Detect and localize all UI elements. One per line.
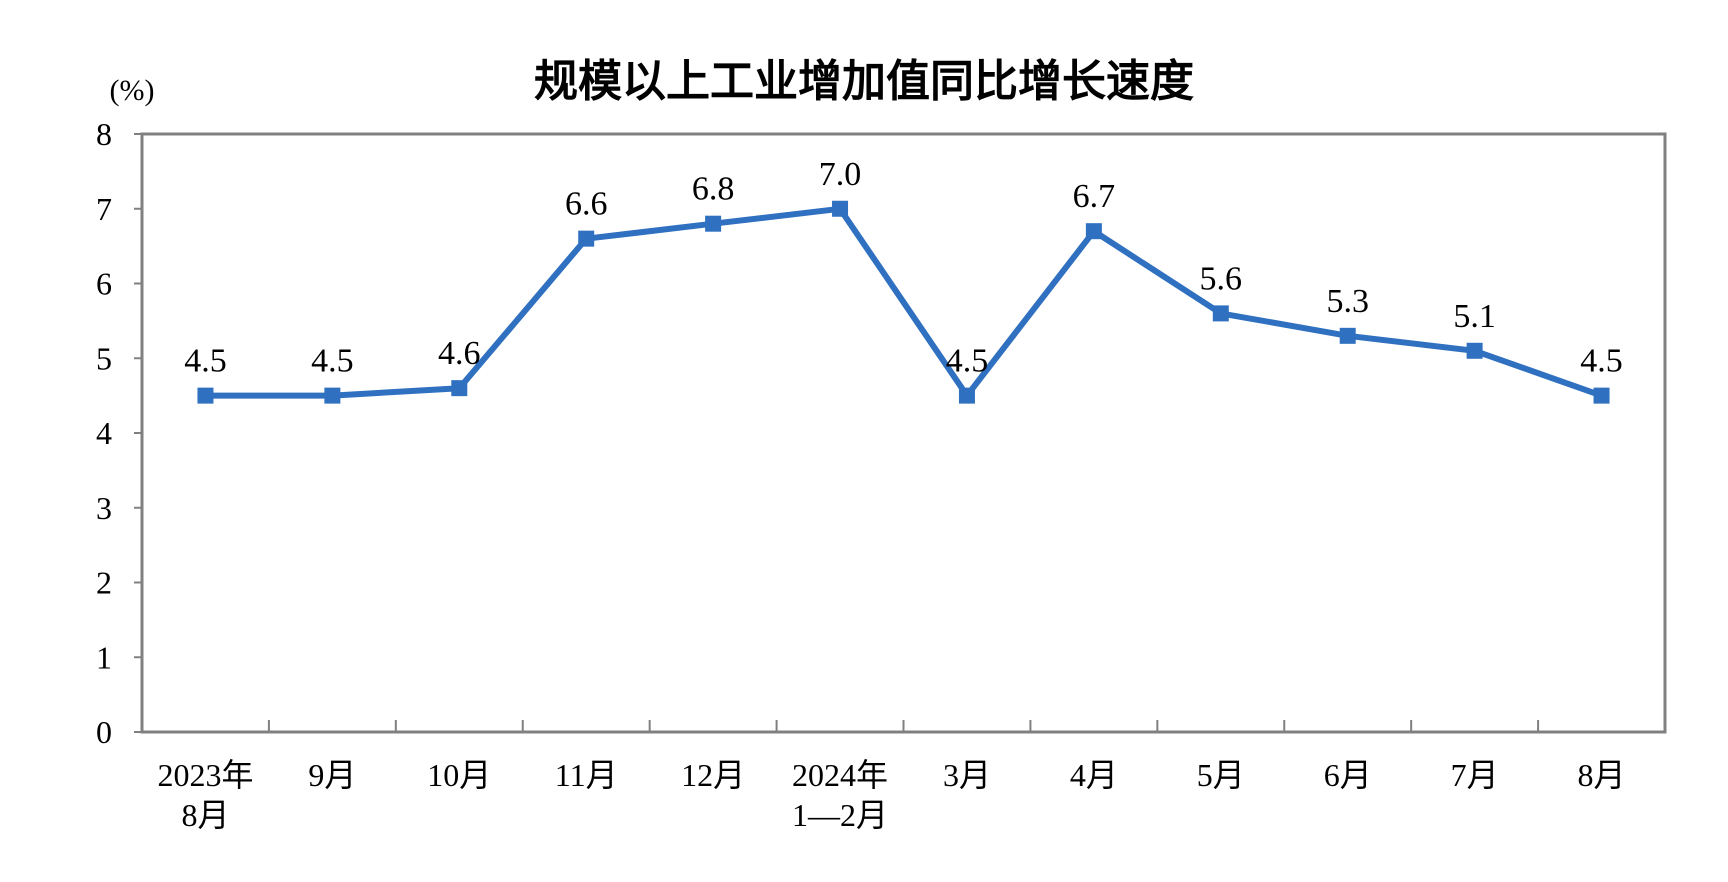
data-point: [1466, 342, 1483, 359]
data-labels: 4.5 4.5 4.6 6.6 6.8 7.0 4.5 6.7 5.6 5.3 5.1 4.5: [184, 156, 1623, 380]
data-point: [1339, 327, 1356, 344]
x-tick-label-line: 2023年: [157, 757, 253, 793]
x-tick-label-line: 7月: [1451, 757, 1499, 793]
data-label: 5.3: [1326, 283, 1369, 320]
x-tick-label: 2024年 1—2月: [792, 757, 888, 833]
x-tick-label-line: 5月: [1197, 757, 1245, 793]
data-label: 5.1: [1453, 298, 1496, 335]
data-label: 6.7: [1073, 178, 1116, 215]
x-tick-label-line: 4月: [1070, 757, 1118, 793]
y-axis-unit-label: (%): [110, 74, 155, 107]
x-tick-label: 9月: [308, 757, 356, 793]
data-label: 4.6: [438, 335, 481, 372]
y-tick-label: 7: [96, 191, 112, 227]
x-tick-label: 8月: [1578, 757, 1626, 793]
data-point: [1593, 387, 1610, 404]
data-label: 4.5: [1580, 343, 1623, 380]
plot-area-frame: [140, 132, 1667, 734]
x-tick-label-line: 10月: [427, 757, 491, 793]
y-tick-label: 4: [96, 415, 112, 451]
data-label: 7.0: [819, 156, 862, 193]
data-label: 4.5: [311, 343, 354, 380]
data-point: [451, 380, 468, 397]
x-tick-label: 10月: [427, 757, 491, 793]
x-tick-label-line: 9月: [308, 757, 356, 793]
data-point: [1212, 305, 1229, 322]
x-tick-label: 2023年 8月: [157, 757, 253, 833]
x-tick-label: 6月: [1324, 757, 1372, 793]
y-tick-label: 2: [96, 565, 112, 601]
y-tick-label: 1: [96, 639, 112, 675]
y-tick-label: 3: [96, 490, 112, 526]
x-tick-label-line: 12月: [681, 757, 745, 793]
series-line: [205, 205, 1603, 399]
x-tick-label: 3月: [943, 757, 991, 793]
data-label: 5.6: [1200, 260, 1243, 297]
data-point: [1085, 223, 1102, 240]
y-tick-label: 8: [96, 116, 112, 152]
x-tick-label-line: 11月: [555, 757, 618, 793]
y-tick-label: 5: [96, 340, 112, 376]
y-tick-label: 0: [96, 714, 112, 750]
x-tick-label-line: 8月: [181, 797, 229, 833]
data-point: [705, 215, 722, 232]
x-tick-label: 11月: [555, 757, 618, 793]
x-tick-label: 5月: [1197, 757, 1245, 793]
y-axis-ticks: 0 1 2 3 4 5 6 7 8: [96, 116, 142, 750]
data-point: [197, 387, 214, 404]
x-tick-label-line: 2024年: [792, 757, 888, 793]
data-point: [958, 387, 975, 404]
data-label: 4.5: [184, 343, 227, 380]
x-tick-label: 7月: [1451, 757, 1499, 793]
data-point: [832, 200, 849, 217]
data-label: 6.8: [692, 171, 735, 208]
series-markers: [197, 200, 1610, 404]
x-axis-ticks: 2023年 8月 9月 10月 11月 12月 2024年 1—2月 3月 4月 5月 6月 7月 8月: [157, 720, 1626, 833]
chart-title: 规模以上工业增加值同比增长速度: [534, 56, 1194, 107]
x-tick-label-line: 1—2月: [792, 797, 888, 833]
x-tick-label-line: 3月: [943, 757, 991, 793]
x-tick-label: 12月: [681, 757, 745, 793]
data-label: 4.5: [946, 343, 989, 380]
data-point: [324, 387, 341, 404]
data-label: 6.6: [565, 186, 608, 223]
x-tick-label: 4月: [1070, 757, 1118, 793]
x-tick-label-line: 8月: [1578, 757, 1626, 793]
data-point: [578, 230, 595, 247]
x-tick-label-line: 6月: [1324, 757, 1372, 793]
y-tick-label: 6: [96, 266, 112, 302]
